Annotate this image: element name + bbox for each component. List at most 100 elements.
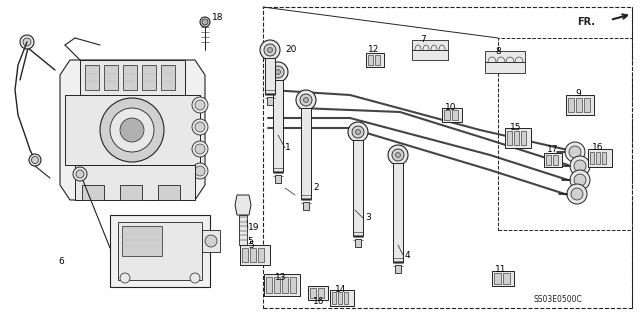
Text: 12: 12 (368, 46, 380, 55)
Bar (240, 245, 270, 265)
Circle shape (120, 118, 144, 142)
Text: FR.: FR. (577, 17, 595, 27)
Circle shape (303, 98, 308, 102)
Bar (275, 175, 281, 183)
Bar (366, 53, 384, 67)
Circle shape (571, 188, 583, 200)
Circle shape (388, 145, 408, 165)
Text: 19: 19 (248, 224, 259, 233)
Circle shape (570, 170, 590, 190)
Text: 5: 5 (248, 241, 253, 249)
Circle shape (275, 70, 280, 75)
Circle shape (195, 100, 205, 110)
Bar (273, 80, 283, 172)
Circle shape (268, 48, 273, 53)
Circle shape (192, 119, 208, 135)
Bar (80, 60, 185, 95)
Bar (590, 152, 594, 164)
Bar (355, 239, 361, 247)
Bar (338, 292, 342, 304)
Bar (505, 128, 531, 148)
Text: SS03E0500C: SS03E0500C (533, 295, 582, 305)
Bar (368, 55, 373, 65)
Circle shape (202, 19, 208, 25)
Bar (514, 131, 519, 145)
Bar (202, 230, 220, 252)
Bar (596, 152, 600, 164)
Bar (544, 153, 562, 167)
Bar (498, 38, 632, 230)
Text: 9: 9 (575, 90, 580, 99)
Text: 15: 15 (510, 123, 522, 132)
Circle shape (569, 146, 581, 158)
Bar (290, 277, 296, 293)
Bar (452, 110, 458, 120)
Bar (110, 215, 210, 287)
Bar (395, 265, 401, 273)
Circle shape (300, 94, 312, 106)
Bar (503, 273, 510, 284)
Circle shape (565, 142, 585, 162)
Bar (85, 65, 99, 90)
Bar (308, 286, 328, 300)
Bar (158, 185, 180, 200)
Bar (120, 185, 142, 200)
Bar (492, 271, 514, 286)
Text: 13: 13 (275, 272, 287, 281)
Text: 2: 2 (313, 183, 319, 192)
Bar (442, 108, 462, 122)
Bar (258, 248, 264, 262)
Text: 16: 16 (313, 298, 324, 307)
Bar (344, 292, 348, 304)
Bar (250, 248, 256, 262)
Polygon shape (235, 195, 251, 215)
Circle shape (110, 108, 154, 152)
Bar (303, 202, 309, 210)
Bar (485, 51, 525, 62)
Bar (444, 110, 450, 120)
Circle shape (296, 90, 316, 110)
Text: 20: 20 (285, 46, 296, 55)
Bar (274, 277, 280, 293)
Circle shape (23, 38, 31, 46)
Bar (242, 248, 248, 262)
Bar (353, 140, 363, 236)
Text: 8: 8 (495, 48, 500, 56)
Circle shape (268, 62, 288, 82)
Bar (142, 65, 156, 90)
Bar (75, 165, 195, 200)
Text: 5: 5 (247, 238, 253, 247)
Bar (546, 155, 551, 165)
Bar (104, 65, 118, 90)
Circle shape (355, 130, 360, 135)
Bar (412, 50, 448, 60)
Bar (310, 288, 316, 298)
Circle shape (570, 156, 590, 176)
Text: 16: 16 (592, 144, 604, 152)
Bar (393, 163, 403, 262)
Text: 6: 6 (58, 257, 64, 266)
Bar (412, 40, 448, 50)
Text: 7: 7 (420, 35, 426, 44)
Circle shape (205, 235, 217, 247)
Circle shape (574, 174, 586, 186)
Bar (375, 55, 380, 65)
Text: 18: 18 (212, 13, 223, 23)
Circle shape (574, 160, 586, 172)
Bar (282, 277, 288, 293)
Circle shape (73, 167, 87, 181)
Circle shape (76, 170, 84, 178)
Circle shape (31, 157, 38, 164)
Polygon shape (60, 60, 205, 200)
Bar (263, 7, 632, 308)
Circle shape (195, 122, 205, 132)
Bar (122, 226, 162, 256)
Text: 4: 4 (405, 250, 411, 259)
Text: 17: 17 (547, 145, 559, 154)
Bar (576, 98, 582, 112)
Circle shape (195, 166, 205, 176)
Circle shape (192, 163, 208, 179)
Bar (264, 274, 300, 296)
Bar (521, 131, 526, 145)
Bar (602, 152, 606, 164)
